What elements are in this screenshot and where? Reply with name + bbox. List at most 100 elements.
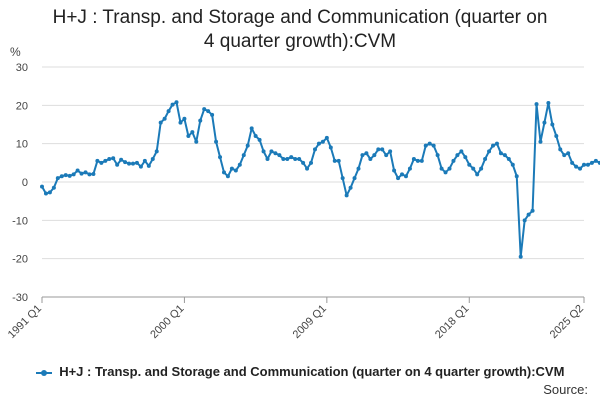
data-point[interactable]: 2018 Q3: 2 (475, 172, 480, 177)
data-point[interactable]: 2001 Q3: 18.5 (206, 109, 211, 114)
data-point[interactable]: 2021 Q1: 1.5 (514, 174, 519, 179)
data-point[interactable]: 2013 Q4: 2 (400, 172, 405, 177)
data-point[interactable]: 2015 Q1: 5.5 (419, 158, 424, 163)
data-point[interactable]: 2024 Q4: 4 (574, 164, 579, 169)
data-point[interactable]: 2002 Q1: 10.5 (214, 139, 219, 144)
data-point[interactable]: 1999 Q3: 20.8 (174, 100, 179, 105)
data-point[interactable]: 2017 Q4: 6.5 (463, 155, 468, 160)
data-point[interactable]: 2023 Q4: 8.5 (558, 147, 563, 152)
data-point[interactable]: 2011 Q4: 6 (368, 157, 373, 161)
data-point[interactable]: 2007 Q3: 5 (301, 160, 306, 165)
data-point[interactable]: 1995 Q1: 5.5 (103, 158, 108, 163)
data-point[interactable]: 2012 Q3: 8.5 (380, 147, 385, 152)
data-point[interactable]: 2018 Q4: 3.5 (479, 166, 484, 171)
data-point[interactable]: 2012 Q2: 8.5 (376, 147, 381, 152)
data-point[interactable]: 1993 Q3: 2.2 (79, 171, 84, 176)
data-point[interactable]: 2022 Q1: -7.5 (530, 208, 535, 213)
data-point[interactable]: 2023 Q3: 12 (554, 134, 559, 138)
data-point[interactable]: 2004 Q2: 14 (249, 126, 254, 131)
data-point[interactable]: 2021 Q3: -10 (522, 218, 527, 223)
data-point[interactable]: 2019 Q4: 10 (494, 141, 499, 146)
data-point[interactable]: 2022 Q3: 10.5 (538, 139, 543, 144)
data-point[interactable]: 1993 Q2: 3 (75, 168, 80, 173)
data-point[interactable]: 1995 Q4: 4.5 (115, 162, 120, 167)
data-point[interactable]: 1997 Q4: 4.2 (146, 163, 151, 168)
data-point[interactable]: 2004 Q3: 12 (253, 134, 258, 138)
data-point[interactable]: 2003 Q2: 3 (233, 168, 238, 173)
data-point[interactable]: 2024 Q3: 5 (570, 160, 575, 165)
data-point[interactable]: 2007 Q4: 3.5 (305, 166, 310, 171)
data-point[interactable]: 2008 Q3: 10 (316, 141, 321, 146)
data-point[interactable]: 2009 Q1: 11.5 (324, 135, 329, 140)
data-point[interactable]: 2012 Q4: 7 (384, 153, 389, 158)
data-point[interactable]: 2001 Q4: 17.5 (210, 112, 215, 117)
data-point[interactable]: 2009 Q2: 9 (328, 145, 333, 150)
data-point[interactable]: 1996 Q3: 4.8 (127, 161, 132, 166)
data-point[interactable]: 2025 Q3: 4.5 (585, 162, 590, 167)
data-point[interactable]: 2015 Q4: 9.5 (431, 143, 436, 148)
data-point[interactable]: 2005 Q3: 8 (269, 149, 274, 154)
data-point[interactable]: 2006 Q1: 7 (277, 153, 282, 158)
data-point[interactable]: 2018 Q1: 4.5 (467, 162, 472, 167)
data-point[interactable]: 2002 Q4: 1.5 (225, 174, 230, 179)
data-point[interactable]: 2023 Q2: 15 (550, 122, 555, 127)
data-point[interactable]: 2013 Q1: 8 (388, 149, 393, 154)
data-point[interactable]: 1995 Q3: 6.2 (111, 156, 116, 161)
data-point[interactable]: 2001 Q2: 19 (202, 107, 207, 112)
legend[interactable]: H+J : Transp. and Storage and Communicat… (0, 364, 600, 379)
data-point[interactable]: 2009 Q3: 5.5 (332, 158, 337, 163)
data-point[interactable]: 2020 Q1: 7.5 (498, 151, 503, 156)
data-point[interactable]: 2025 Q4: 5 (589, 160, 594, 165)
data-point[interactable]: 2003 Q1: 3.5 (229, 166, 234, 171)
data-point[interactable]: 1992 Q4: 1.6 (67, 173, 72, 178)
data-point[interactable]: 2016 Q3: 2.5 (443, 170, 448, 175)
data-point[interactable]: 2008 Q4: 10.5 (320, 139, 325, 144)
data-point[interactable]: 2020 Q4: 4.5 (510, 162, 515, 167)
data-point[interactable]: 2000 Q3: 13 (190, 130, 195, 135)
data-point[interactable]: 2005 Q1: 8 (261, 149, 266, 154)
data-point[interactable]: 2001 Q1: 16 (198, 118, 203, 123)
data-point[interactable]: 2018 Q2: 3.5 (471, 166, 476, 171)
data-point[interactable]: 2003 Q4: 7 (241, 153, 246, 158)
data-point[interactable]: 2003 Q3: 4.5 (237, 162, 242, 167)
data-point[interactable]: 2017 Q3: 8 (459, 149, 464, 154)
data-point[interactable]: 1999 Q2: 20.2 (170, 102, 175, 107)
data-point[interactable]: 2006 Q4: 6.5 (289, 155, 294, 160)
data-point[interactable]: 2009 Q4: 5.5 (336, 158, 341, 163)
data-point[interactable]: 2017 Q1: 5.5 (451, 158, 456, 163)
data-point[interactable]: 2023 Q1: 20.6 (546, 101, 551, 106)
data-point[interactable]: 1991 Q4: -1.5 (51, 185, 56, 190)
data-point[interactable]: 2025 Q2: 4.5 (582, 162, 586, 167)
data-point[interactable]: 2007 Q2: 6 (297, 157, 302, 161)
data-point[interactable]: 2022 Q4: 15.5 (542, 120, 547, 125)
data-point[interactable]: 1992 Q3: 1.8 (63, 173, 68, 178)
data-point[interactable]: 2024 Q2: 7.5 (566, 151, 571, 156)
data-point[interactable]: 1992 Q1: 1 (55, 176, 60, 181)
data-point[interactable]: 2019 Q2: 8 (487, 149, 492, 154)
data-point[interactable]: 1996 Q4: 4.8 (130, 161, 135, 166)
data-point[interactable]: 2005 Q4: 7.5 (273, 151, 278, 156)
data-point[interactable]: 2012 Q1: 7 (372, 153, 377, 158)
data-point[interactable]: 1999 Q1: 18.5 (166, 109, 171, 114)
data-point[interactable]: 1991 Q2: -3 (43, 191, 48, 196)
data-point[interactable]: 2000 Q2: 12 (186, 134, 191, 138)
data-point[interactable]: 2013 Q3: 1 (396, 176, 401, 181)
data-point[interactable]: 2008 Q1: 5 (309, 160, 314, 165)
data-point[interactable]: 1992 Q2: 1.5 (59, 174, 64, 179)
data-point[interactable]: 1999 Q4: 15.5 (178, 120, 183, 125)
data-point[interactable]: 2011 Q1: 3.5 (356, 166, 361, 171)
data-point[interactable]: 2016 Q4: 3.5 (447, 166, 452, 171)
data-point[interactable]: 1993 Q1: 2 (71, 172, 76, 177)
data-point[interactable]: 2014 Q2: 3.5 (407, 166, 412, 171)
data-point[interactable]: 2000 Q4: 10.5 (194, 139, 199, 144)
data-point[interactable]: 2011 Q3: 7.5 (364, 151, 369, 156)
data-point[interactable]: 2021 Q4: -8.5 (526, 212, 531, 217)
data-point[interactable]: 1994 Q4: 5 (99, 160, 104, 165)
data-point[interactable]: 2004 Q1: 9.5 (245, 143, 250, 148)
data-point[interactable]: 2004 Q4: 11 (257, 137, 262, 142)
data-point[interactable]: 2016 Q2: 3.5 (439, 166, 444, 171)
data-point[interactable]: 2020 Q3: 6 (506, 157, 511, 161)
data-point[interactable]: 2017 Q2: 7 (455, 153, 460, 158)
